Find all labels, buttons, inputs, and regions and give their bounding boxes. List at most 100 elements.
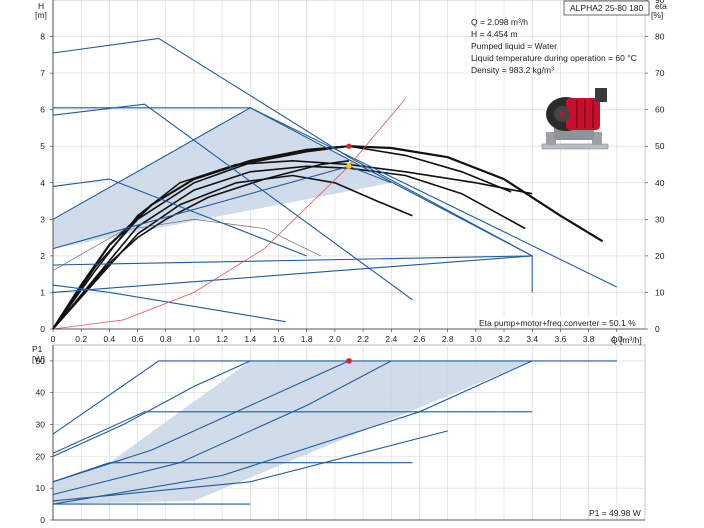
h-y-tick-label: 4	[40, 178, 45, 188]
h-x-tick-label: 3.2	[498, 334, 510, 344]
power-label: P1 = 49.98 W	[589, 508, 641, 518]
operating-range-areas	[53, 107, 533, 505]
h-series-eta-curve-14	[52, 284, 286, 323]
pump-flange-left	[546, 132, 556, 145]
h-x-tick-label: 3.8	[583, 334, 595, 344]
h-series-system-curve-16	[52, 98, 406, 330]
h-y-tick-label: 6	[40, 105, 45, 115]
p1-y-tick-label: 10	[36, 483, 46, 493]
h-y-tick-label: 8	[40, 32, 45, 42]
p1-operating-point	[346, 358, 352, 364]
h-series-const-curve-7	[52, 103, 413, 301]
chart-markers	[345, 143, 352, 364]
pump-top-port	[595, 88, 607, 102]
p1-y-tick-label: 20	[36, 451, 46, 461]
p1-series-power-curve-3	[52, 360, 251, 457]
h-x-tick-label: 1.2	[216, 334, 228, 344]
pump-display-light	[559, 111, 565, 117]
pump-base-plate	[541, 143, 609, 150]
h-y2-tick-label: 30	[655, 214, 665, 224]
h-y-tick-label: 5	[40, 141, 45, 151]
p1-axis-unit: [W]	[32, 354, 45, 364]
h-x-tick-label: 1.6	[273, 334, 285, 344]
p1-series-power-curve-4	[52, 360, 350, 483]
p1-series-power-curve-0	[52, 360, 617, 435]
eta-axis-name: eta	[655, 1, 667, 11]
h-x-tick-label: 1.4	[244, 334, 256, 344]
h-x-tick-label: 1.8	[301, 334, 313, 344]
h-x-tick-label: 3.6	[555, 334, 567, 344]
pump-motor-fins-3	[592, 100, 594, 128]
pump-motor-body	[566, 98, 600, 130]
h-x-tick-label: 2.0	[329, 334, 341, 344]
h-series-const-curve-8	[52, 178, 307, 257]
h-series-H-curve-5	[52, 160, 350, 330]
pump-motor-fins-2	[584, 100, 586, 128]
info-liquid: Pumped liquid = Water	[471, 41, 557, 51]
p1-series-power-curve-1	[52, 411, 533, 454]
h-y2-tick-label: 80	[655, 32, 665, 42]
h-operating-point	[345, 163, 352, 169]
h-series-eta-curve-15	[52, 218, 321, 271]
h-y-tick-label: 0	[40, 324, 45, 334]
pump-image	[541, 88, 609, 150]
pump-flange-right	[592, 132, 602, 145]
h-x-tick-label: 2.2	[357, 334, 369, 344]
h-x-tick-label: 0.4	[103, 334, 115, 344]
chart-series-lines	[52, 37, 618, 505]
h-y-tick-label: 3	[40, 214, 45, 224]
info-temperature: Liquid temperature during operation = 60…	[471, 53, 637, 63]
h-x-tick-label: 4.0	[611, 334, 623, 344]
h-axis-unit: [m]	[35, 10, 47, 20]
p1-y-tick-label: 50	[36, 356, 46, 366]
h-series-H-curve-0	[52, 145, 604, 330]
h-axis-name: H	[38, 1, 44, 11]
h-y2-tick-label: 20	[655, 251, 665, 261]
h-series-prop-curve-13	[52, 255, 533, 266]
x-axis-label: Q [m³/h]	[611, 335, 642, 345]
p1-y-tick-label: 40	[36, 388, 46, 398]
h-series-H-curve-4	[52, 174, 413, 330]
h-y-tick-label: 7	[40, 68, 45, 78]
h-x-tick-label: 0	[51, 334, 56, 344]
p1-axis-name: P1	[32, 344, 43, 354]
efficiency-label-bg	[476, 317, 640, 328]
operating-info: Q = 2.098 m³/h H = 4.454 m Pumped liquid…	[471, 17, 637, 75]
h-x-tick-label: 2.4	[385, 334, 397, 344]
p1-series-power-curve-5	[52, 360, 392, 496]
title-box	[563, 0, 650, 16]
h-y2-tick-label: 90	[655, 0, 665, 5]
h-x-tick-label: 3.4	[526, 334, 538, 344]
h-x-tick-label: 1.0	[188, 334, 200, 344]
h-series-const-curve-9	[53, 107, 533, 293]
h-y2-tick-label: 70	[655, 68, 665, 78]
info-flow: Q = 2.098 m³/h	[471, 17, 528, 27]
h-y2-tick-label: 60	[655, 105, 665, 115]
p1-y-tick-label: 0	[40, 515, 45, 525]
h-x-tick-label: 3.0	[470, 334, 482, 344]
p1-operating-range	[53, 360, 533, 505]
h-y2-tick-label: 40	[655, 178, 665, 188]
chart-title: ALPHA2 25-80 180	[570, 3, 644, 13]
eta-axis-unit: [%]	[651, 10, 663, 20]
h-x-tick-label: 0.6	[132, 334, 144, 344]
p1-y-tick-label: 30	[36, 420, 46, 430]
info-density: Density = 983.2 kg/m³	[471, 65, 554, 75]
efficiency-label: Eta pump+motor+freq.converter = 50.1 %	[479, 318, 636, 328]
h-series-const-curve-6	[52, 37, 533, 257]
h-x-tick-label: 0.8	[160, 334, 172, 344]
h-x-tick-label: 2.6	[414, 334, 426, 344]
h-operating-range	[53, 107, 533, 293]
h-series-prop-curve-10	[52, 107, 618, 288]
h-max-point	[346, 143, 352, 149]
h-y2-tick-label: 10	[655, 287, 665, 297]
h-series-prop-curve-12	[52, 255, 533, 293]
p1-series-power-curve-7	[52, 430, 448, 502]
h-y2-tick-label: 50	[655, 141, 665, 151]
h-y-tick-label: 1	[40, 287, 45, 297]
h-x-tick-label: 2.8	[442, 334, 454, 344]
info-head: H = 4.454 m	[471, 29, 518, 39]
p1-series-power-curve-6	[52, 360, 533, 505]
